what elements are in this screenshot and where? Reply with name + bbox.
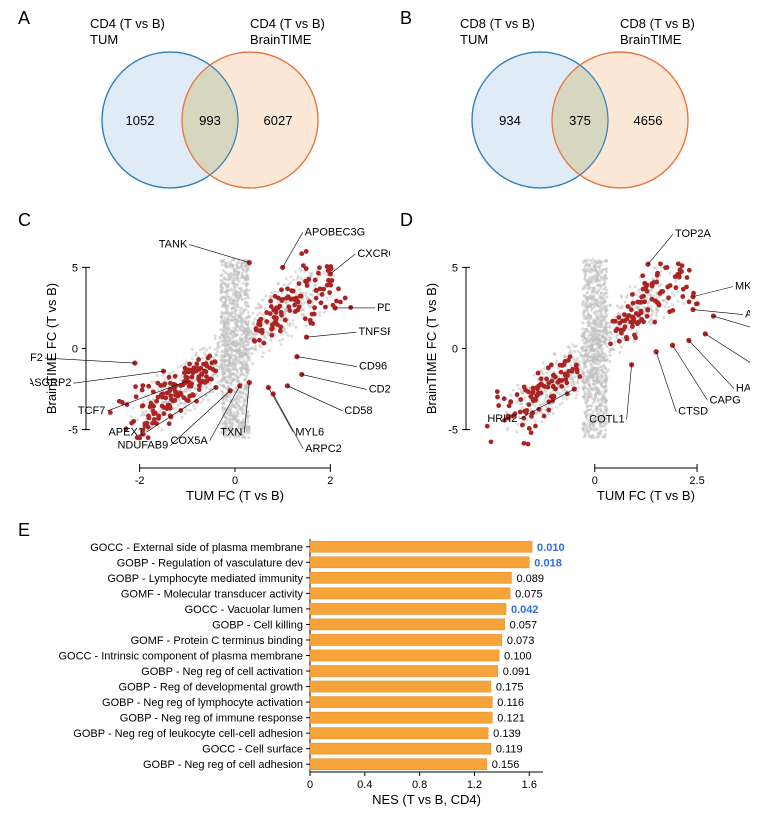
svg-text:375: 375	[569, 113, 591, 128]
svg-text:-5: -5	[68, 425, 78, 437]
svg-text:0.010: 0.010	[537, 542, 565, 554]
svg-text:0.075: 0.075	[515, 588, 543, 600]
svg-text:TUM FC (T vs B): TUM FC (T vs B)	[186, 488, 284, 503]
svg-text:CD96: CD96	[359, 361, 387, 373]
svg-text:TANK: TANK	[159, 239, 188, 251]
panel-label-b: B	[400, 8, 412, 29]
svg-text:CD8 (T vs B): CD8 (T vs B)	[460, 16, 535, 31]
svg-text:0.175: 0.175	[496, 682, 524, 694]
svg-text:GOBP - Regulation of vasculatu: GOBP - Regulation of vasculature dev	[117, 557, 304, 569]
svg-text:0.156: 0.156	[492, 759, 520, 771]
svg-text:993: 993	[199, 113, 221, 128]
svg-text:GOBP - Neg reg of immune respo: GOBP - Neg reg of immune response	[120, 713, 303, 725]
svg-text:0: 0	[452, 344, 458, 356]
svg-text:GOBP - Neg reg of cell adhesio: GOBP - Neg reg of cell adhesion	[143, 759, 303, 771]
svg-text:GOMF - Protein C terminus bind: GOMF - Protein C terminus binding	[131, 635, 303, 647]
svg-text:0.018: 0.018	[534, 557, 562, 569]
svg-text:1.2: 1.2	[467, 779, 482, 791]
svg-text:GOBP - Neg reg of cell activat: GOBP - Neg reg of cell activation	[141, 666, 303, 678]
svg-text:CXCR6: CXCR6	[357, 248, 390, 260]
svg-text:-2: -2	[135, 475, 145, 487]
svg-text:0.057: 0.057	[510, 619, 538, 631]
svg-text:0.100: 0.100	[504, 651, 532, 663]
svg-text:6027: 6027	[264, 113, 293, 128]
svg-text:2.5: 2.5	[689, 475, 704, 487]
svg-text:BrainTIME: BrainTIME	[620, 32, 682, 47]
svg-text:RASGRP2: RASGRP2	[30, 377, 72, 389]
svg-text:TUM: TUM	[460, 32, 488, 47]
svg-text:GOBP - Neg reg of lymphocyte a: GOBP - Neg reg of lymphocyte activation	[102, 697, 303, 709]
scatter-panel-d: 0 2.5TUM FC (T vs B) -5 0 5 BrainTIME FC (T v…	[410, 225, 750, 515]
svg-text:0.042: 0.042	[511, 604, 539, 616]
svg-text:1052: 1052	[126, 113, 155, 128]
svg-text:0.139: 0.139	[493, 728, 521, 740]
svg-text:GOBP - Lymphocyte mediated imm: GOBP - Lymphocyte mediated immunity	[107, 573, 303, 585]
svg-text:GOCC - External side of plasma: GOCC - External side of plasma membrane	[90, 542, 303, 554]
svg-text:COX5A: COX5A	[170, 435, 208, 447]
svg-text:0: 0	[592, 475, 598, 487]
svg-text:4656: 4656	[634, 113, 663, 128]
svg-text:5: 5	[72, 262, 78, 274]
svg-text:0.073: 0.073	[507, 635, 535, 647]
svg-text:MYL6: MYL6	[295, 426, 324, 438]
svg-text:5: 5	[452, 262, 458, 274]
panel-label-e: E	[18, 520, 30, 541]
svg-text:GOCC - Cell surface: GOCC - Cell surface	[202, 744, 303, 756]
venn-panel-a: CD4 (T vs B)TUMCD4 (T vs B)BrainTIME1052…	[50, 10, 370, 190]
svg-text:GOBP - Neg reg of leukocyte ce: GOBP - Neg reg of leukocyte cell-cell ad…	[73, 728, 303, 740]
venn-panel-b: CD8 (T vs B)TUMCD8 (T vs B)BrainTIME9343…	[420, 10, 740, 190]
svg-text:GOCC - Intrinsic component of: GOCC - Intrinsic component of plasma mem…	[58, 651, 303, 663]
svg-text:TNFSF12: TNFSF12	[359, 326, 391, 338]
svg-text:APEX1: APEX1	[108, 426, 143, 438]
svg-text:1.6: 1.6	[522, 779, 537, 791]
svg-text:0.4: 0.4	[357, 779, 372, 791]
svg-text:0.089: 0.089	[516, 573, 544, 585]
svg-text:CD58: CD58	[344, 405, 372, 417]
svg-text:TUM FC (T vs B): TUM FC (T vs B)	[597, 488, 695, 503]
svg-text:COTL1: COTL1	[589, 414, 624, 426]
svg-text:BrainTIME FC (T vs B): BrainTIME FC (T vs B)	[44, 283, 59, 414]
svg-text:0: 0	[72, 344, 78, 356]
svg-text:0.121: 0.121	[497, 713, 525, 725]
svg-text:HAVCR2: HAVCR2	[736, 382, 750, 394]
svg-text:CD4 (T vs B): CD4 (T vs B)	[90, 16, 165, 31]
svg-text:NES (T vs B, CD4): NES (T vs B, CD4)	[372, 792, 481, 807]
svg-text:TOP2A: TOP2A	[675, 228, 712, 240]
svg-text:0: 0	[307, 779, 313, 791]
svg-text:PDCD4: PDCD4	[377, 302, 390, 314]
svg-text:KLF2: KLF2	[30, 352, 43, 364]
svg-text:BrainTIME FC (T vs B): BrainTIME FC (T vs B)	[424, 283, 439, 414]
svg-text:TUM: TUM	[90, 32, 118, 47]
svg-text:TCF7: TCF7	[78, 405, 106, 417]
svg-text:0: 0	[232, 475, 238, 487]
svg-text:0.8: 0.8	[412, 779, 427, 791]
panel-label-a: A	[18, 8, 30, 29]
svg-text:CD8 (T vs B): CD8 (T vs B)	[620, 16, 695, 31]
svg-text:0.116: 0.116	[497, 697, 524, 709]
svg-text:ASPM: ASPM	[745, 309, 750, 321]
svg-text:GOMF - Molecular transducer ac: GOMF - Molecular transducer activity	[121, 588, 304, 600]
svg-text:BrainTIME: BrainTIME	[250, 32, 312, 47]
svg-text:0.119: 0.119	[496, 744, 523, 756]
svg-text:TXN: TXN	[220, 427, 242, 439]
svg-text:0.091: 0.091	[503, 666, 531, 678]
svg-text:934: 934	[499, 113, 521, 128]
bar-panel-e: 0 0.4 0.8 1.2 1.6 NES (T vs B, CD4) GOCC - Ext…	[35, 535, 595, 815]
scatter-panel-c: -2 0 2 TUM FC (T vs B) -5 0 5 BrainTIME FC (T v…	[30, 225, 390, 515]
svg-text:GOBP - Reg of developmental gr: GOBP - Reg of developmental growth	[119, 682, 303, 694]
svg-text:2: 2	[327, 475, 333, 487]
svg-text:ARPC2: ARPC2	[305, 443, 342, 455]
svg-text:APOBEC3G: APOBEC3G	[305, 226, 366, 238]
svg-text:CTSD: CTSD	[678, 406, 708, 418]
svg-text:HRH2: HRH2	[487, 413, 517, 425]
svg-text:CD4 (T vs B): CD4 (T vs B)	[250, 16, 325, 31]
svg-text:MKI67: MKI67	[735, 281, 750, 293]
svg-text:GOBP - Cell killing: GOBP - Cell killing	[212, 619, 303, 631]
svg-text:CAPG: CAPG	[710, 394, 741, 406]
svg-text:GOCC - Vacuolar lumen: GOCC - Vacuolar lumen	[185, 604, 303, 616]
svg-text:NDUFAB9: NDUFAB9	[117, 440, 168, 452]
svg-text:CD2: CD2	[369, 383, 390, 395]
svg-text:-5: -5	[448, 425, 458, 437]
